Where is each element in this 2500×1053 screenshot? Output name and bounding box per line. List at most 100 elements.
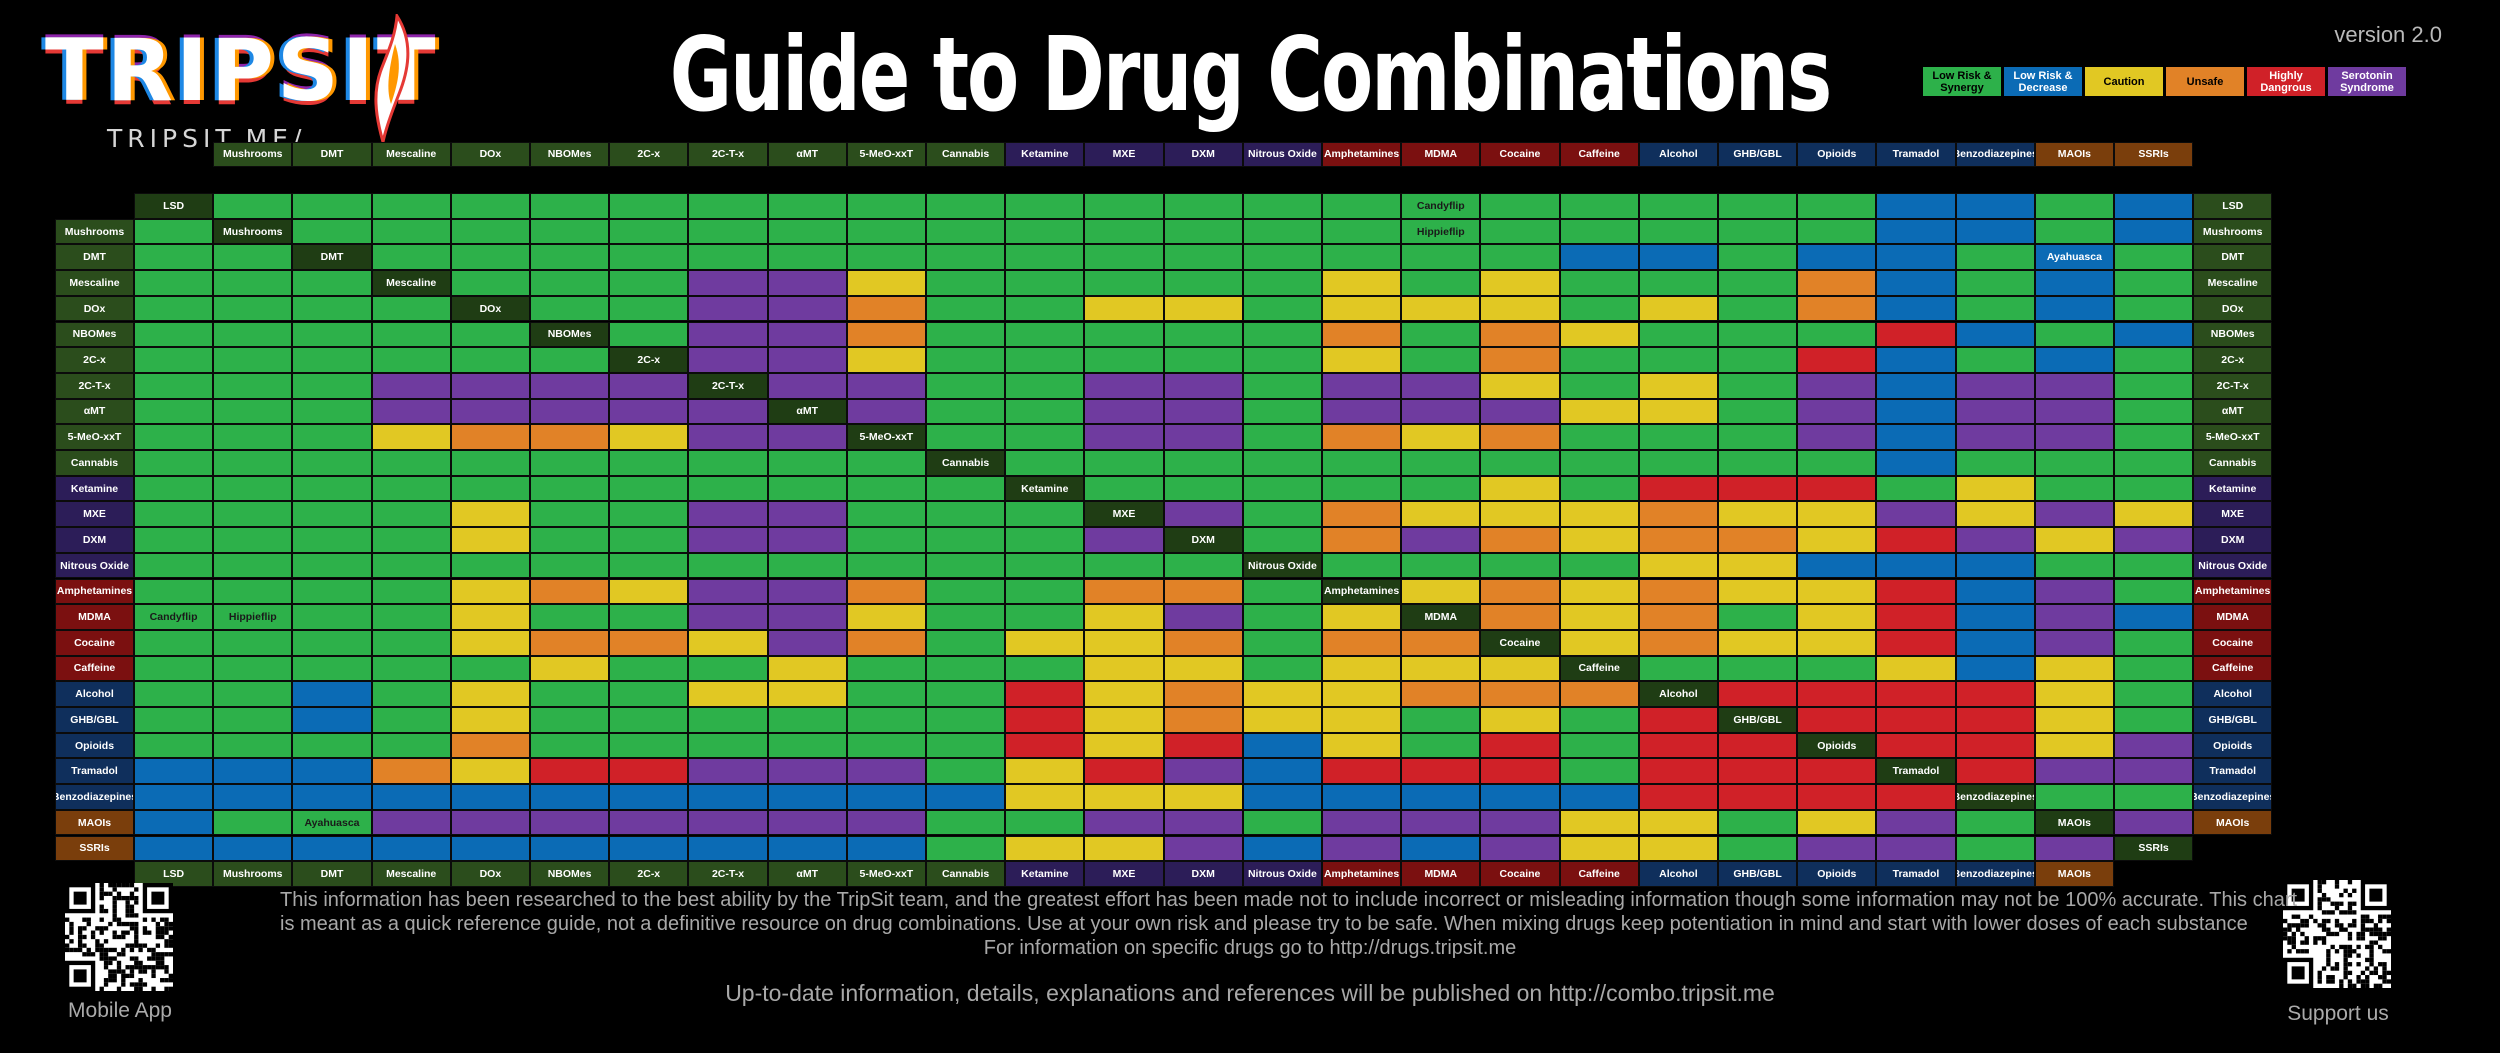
combo-cell	[2034, 732, 2114, 759]
diagonal-cell: Tramadol	[1876, 758, 1956, 785]
combo-cell	[292, 629, 372, 656]
combo-cell	[926, 321, 1006, 348]
disclaimer-line: is meant as a quick reference guide, not…	[280, 913, 2248, 935]
combo-cell	[213, 732, 293, 759]
combo-cell	[134, 372, 214, 399]
combo-cell	[1005, 707, 1085, 733]
combo-cell	[1480, 193, 1560, 219]
column-header-bottom: DXM	[1163, 861, 1243, 887]
combo-cell	[926, 218, 1006, 245]
combo-cell	[1401, 784, 1481, 810]
combo-cell	[1955, 475, 2035, 502]
combo-cell	[1638, 527, 1718, 553]
combo-cell	[134, 655, 214, 682]
combo-cell	[1163, 501, 1243, 528]
row-label-right: Caffeine	[2193, 655, 2273, 682]
combo-cell	[1797, 424, 1877, 450]
combo-cell	[1401, 424, 1481, 450]
combo-cell	[767, 270, 847, 296]
combo-cell	[134, 501, 214, 528]
combo-cell	[1718, 527, 1798, 553]
combo-cell	[2114, 244, 2194, 271]
combo-cell	[846, 758, 926, 785]
combo-cell	[292, 527, 372, 553]
combo-cell	[609, 321, 689, 348]
combo-cell	[450, 552, 530, 579]
combo-cell	[134, 270, 214, 296]
combo-cell	[450, 578, 530, 605]
combo-cell	[1638, 578, 1718, 605]
combo-cell	[1876, 681, 1956, 707]
combo-cell	[450, 501, 530, 528]
combo-cell	[292, 321, 372, 348]
combo-cell	[1242, 707, 1322, 733]
combo-cell	[1638, 218, 1718, 245]
combo-cell	[1876, 732, 1956, 759]
qr-code-support[interactable]	[2283, 880, 2391, 988]
combo-cell	[1401, 475, 1481, 502]
combo-cell	[1876, 578, 1956, 605]
combo-cell	[1242, 218, 1322, 245]
row-label-right: Opioids	[2193, 732, 2273, 759]
combo-cell	[926, 501, 1006, 528]
combo-cell	[213, 835, 293, 862]
combo-cell	[530, 758, 610, 785]
combo-cell	[1559, 681, 1639, 707]
combo-cell	[134, 527, 214, 553]
combo-cell	[1084, 552, 1164, 579]
column-header-bottom: Mushrooms	[213, 861, 293, 887]
combo-cell	[1559, 218, 1639, 245]
combo-cell	[213, 270, 293, 296]
combo-cell	[926, 758, 1006, 785]
combo-cell	[846, 450, 926, 476]
row-label-left: Opioids	[55, 732, 134, 759]
combo-cell	[688, 218, 768, 245]
combo-cell	[1797, 270, 1877, 296]
combo-cell	[1559, 193, 1639, 219]
diagonal-cell: Alcohol	[1638, 681, 1718, 707]
combo-cell	[1401, 372, 1481, 399]
column-header-bottom: DMT	[292, 861, 372, 887]
combo-cell	[213, 450, 293, 476]
combo-cell	[688, 707, 768, 733]
combo-cell	[767, 629, 847, 656]
column-header-bottom: LSD	[134, 861, 214, 887]
combo-cell	[530, 347, 610, 373]
combo-cell	[1005, 270, 1085, 296]
combo-cell	[1955, 501, 2035, 528]
combo-cell	[1084, 321, 1164, 348]
row-label-left: Mescaline	[55, 270, 134, 296]
combo-cell	[1005, 218, 1085, 245]
combo-cell	[1955, 372, 2035, 399]
combo-cell	[1005, 193, 1085, 219]
combo-cell	[1876, 424, 1956, 450]
mobile-app-label: Mobile App	[68, 999, 172, 1022]
combo-cell	[1955, 604, 2035, 630]
combo-cell	[767, 835, 847, 862]
combo-cell	[530, 450, 610, 476]
row-label-left: 5-MeO-xxT	[55, 424, 134, 450]
combo-cell	[1797, 475, 1877, 502]
combo-cell	[688, 244, 768, 271]
combo-cell	[1322, 450, 1402, 476]
combo-cell	[1559, 835, 1639, 862]
combo-cell	[1559, 501, 1639, 528]
combo-cell	[1718, 655, 1798, 682]
combo-cell	[1322, 501, 1402, 528]
combo-cell	[1638, 809, 1718, 836]
qr-code-mobile-app[interactable]	[65, 883, 173, 991]
combo-cell	[1242, 295, 1322, 322]
combo-cell	[1480, 244, 1560, 271]
combo-cell	[846, 270, 926, 296]
row-label-right: Alcohol	[2193, 681, 2273, 707]
row-label-left: MAOIs	[55, 809, 134, 836]
tripsit-logo[interactable]: TRIPSIT TRIPSIT.ME/	[45, 14, 445, 153]
column-header-bottom: Alcohol	[1638, 861, 1718, 887]
combo-cell	[1718, 604, 1798, 630]
row-label-right: 2C-T-x	[2193, 372, 2273, 399]
combo-cell	[450, 835, 530, 862]
combo-cell	[1559, 347, 1639, 373]
column-header-top: 2C-T-x	[688, 141, 768, 168]
combo-cell	[1718, 193, 1798, 219]
column-header-bottom: MXE	[1084, 861, 1164, 887]
